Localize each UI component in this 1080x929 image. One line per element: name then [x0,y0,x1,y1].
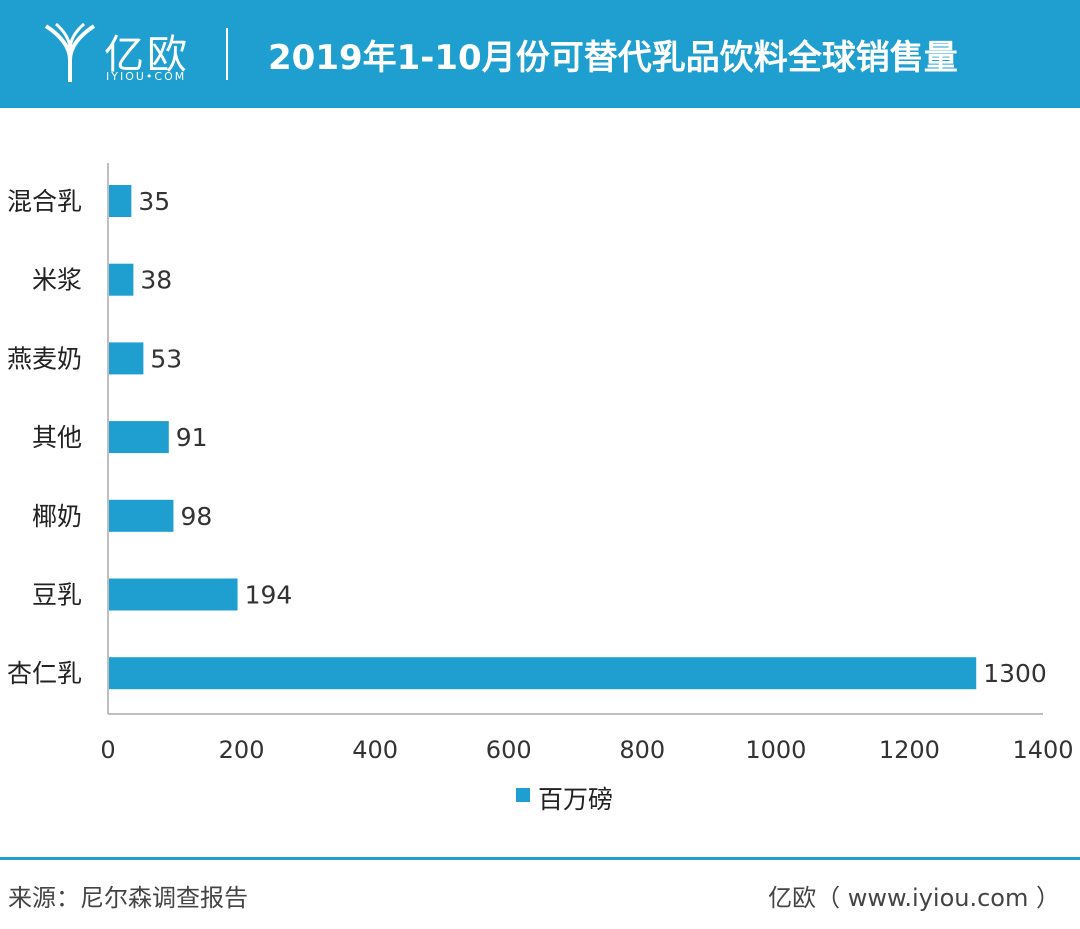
x-tick-label: 200 [219,736,265,764]
category-label: 米浆 [32,266,82,295]
x-tick-label: 1400 [1012,736,1073,764]
bar [109,342,144,375]
chart-title: 2019年1-10月份可替代乳品饮料全球销售量 [268,38,958,78]
bar [109,185,132,217]
bar [109,421,169,454]
source-note: 来源：尼尔森调查报告 [8,884,248,912]
logo-subtext: IYIOU•COM [106,70,187,83]
category-label: 椰奶 [32,502,82,531]
data-label: 38 [140,266,172,295]
data-label: 35 [138,187,170,216]
bar [109,578,238,611]
x-tick-label: 800 [619,736,665,764]
x-tick-label: 0 [100,736,115,764]
header-banner: 亿欧 IYIOU•COM 2019年1-10月份可替代乳品饮料全球销售量 [0,0,1080,108]
bar [109,657,977,690]
category-label: 燕麦奶 [7,344,82,373]
data-label: 1300 [983,659,1047,688]
bar [109,263,134,296]
legend-swatch [516,788,530,802]
x-tick-label: 600 [486,736,532,764]
category-label: 其他 [32,423,82,452]
category-label: 杏仁乳 [7,659,82,688]
logo-icon [44,22,96,82]
x-tick-label: 1200 [879,736,940,764]
legend-label: 百万磅 [538,785,613,814]
category-label: 混合乳 [7,187,82,216]
category-label: 豆乳 [32,581,82,610]
logo-text: 亿欧 [104,32,190,78]
data-label: 91 [176,423,208,452]
data-label: 98 [180,502,212,531]
bar [109,499,174,532]
bar-chart: 混合乳 35 米浆 38 燕麦奶 53 其他 91 椰奶 98 豆乳 194 杏仁乳 1300 0 200 40… [7,163,1074,814]
header-divider [226,28,228,80]
data-label: 194 [245,581,293,610]
footer-brand: 亿欧（ www.iyiou.com ） [768,884,1060,912]
x-tick-label: 1000 [745,736,806,764]
data-label: 53 [150,344,182,373]
footer-divider [0,857,1080,860]
x-tick-label: 400 [352,736,398,764]
